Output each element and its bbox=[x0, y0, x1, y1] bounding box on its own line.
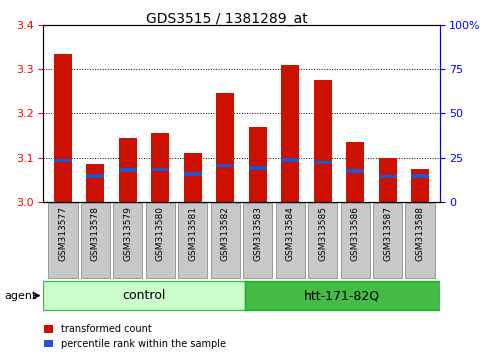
Bar bbox=[411, 175, 429, 178]
Text: GSM313580: GSM313580 bbox=[156, 206, 165, 262]
Bar bbox=[373, 203, 402, 278]
Bar bbox=[346, 169, 364, 173]
Bar bbox=[249, 127, 267, 202]
Bar bbox=[119, 168, 137, 172]
Bar bbox=[184, 172, 202, 176]
Text: GSM313577: GSM313577 bbox=[58, 206, 68, 262]
Bar bbox=[341, 203, 369, 278]
Bar bbox=[43, 281, 245, 310]
Text: GSM313581: GSM313581 bbox=[188, 206, 197, 262]
Bar bbox=[48, 203, 78, 278]
Bar bbox=[119, 138, 137, 202]
Bar bbox=[54, 53, 72, 202]
Bar bbox=[211, 203, 240, 278]
Text: GSM313582: GSM313582 bbox=[221, 206, 230, 261]
Bar bbox=[151, 133, 169, 202]
Bar bbox=[411, 169, 429, 202]
Text: GSM313579: GSM313579 bbox=[123, 206, 132, 262]
Text: htt-171-82Q: htt-171-82Q bbox=[304, 289, 380, 302]
Bar bbox=[86, 164, 104, 202]
Bar bbox=[314, 161, 332, 164]
Bar bbox=[184, 153, 202, 202]
Bar bbox=[151, 168, 169, 171]
Text: GDS3515 / 1381289_at: GDS3515 / 1381289_at bbox=[146, 12, 308, 27]
Bar bbox=[379, 158, 397, 202]
Bar bbox=[308, 203, 337, 278]
Bar bbox=[314, 80, 332, 202]
Bar bbox=[281, 64, 299, 202]
Bar bbox=[245, 281, 440, 310]
Bar bbox=[405, 203, 435, 278]
Text: GSM313586: GSM313586 bbox=[351, 206, 360, 262]
Bar bbox=[178, 203, 207, 278]
Text: GSM313583: GSM313583 bbox=[253, 206, 262, 262]
Bar bbox=[379, 175, 397, 178]
Bar bbox=[216, 164, 234, 167]
Bar bbox=[276, 203, 305, 278]
Bar bbox=[114, 203, 142, 278]
Bar bbox=[81, 203, 110, 278]
Bar bbox=[346, 142, 364, 202]
Bar bbox=[146, 203, 175, 278]
Bar bbox=[281, 158, 299, 161]
Text: GSM313587: GSM313587 bbox=[383, 206, 392, 262]
Text: GSM313588: GSM313588 bbox=[415, 206, 425, 262]
Bar bbox=[249, 166, 267, 170]
Text: GSM313585: GSM313585 bbox=[318, 206, 327, 262]
Bar bbox=[243, 203, 272, 278]
Text: GSM313584: GSM313584 bbox=[286, 206, 295, 261]
Legend: transformed count, percentile rank within the sample: transformed count, percentile rank withi… bbox=[43, 324, 226, 349]
Text: agent: agent bbox=[5, 291, 37, 301]
Bar bbox=[216, 93, 234, 202]
Text: GSM313578: GSM313578 bbox=[91, 206, 100, 262]
Bar bbox=[54, 159, 72, 162]
Text: control: control bbox=[122, 289, 166, 302]
Bar bbox=[86, 175, 104, 178]
